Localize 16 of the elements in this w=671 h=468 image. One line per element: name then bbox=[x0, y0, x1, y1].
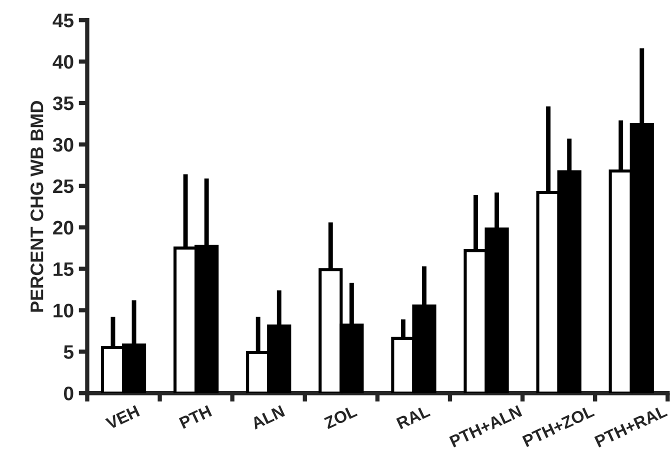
y-tick-label: 25 bbox=[53, 179, 74, 194]
y-tick-label: 5 bbox=[64, 345, 74, 359]
y-tick-label: 10 bbox=[54, 304, 74, 318]
y-tick-label: 30 bbox=[52, 138, 74, 152]
x-tick-label: ZOL bbox=[323, 404, 358, 430]
y-axis-title: PERCENT CHG WB BMD bbox=[30, 101, 44, 312]
y-tick-label: 45 bbox=[52, 14, 74, 28]
y-tick-label: 0 bbox=[64, 386, 74, 400]
y-tick-label: 20 bbox=[53, 220, 74, 235]
x-tick-label: VEH bbox=[105, 405, 140, 430]
x-tick-label: RAL bbox=[396, 405, 431, 430]
x-tick-label: PTH bbox=[178, 405, 212, 429]
y-tick-label: 15 bbox=[54, 262, 74, 276]
y-tick-label: 35 bbox=[52, 96, 74, 110]
x-tick-label: ALN bbox=[250, 405, 285, 430]
y-tick-label: 40 bbox=[52, 55, 74, 69]
